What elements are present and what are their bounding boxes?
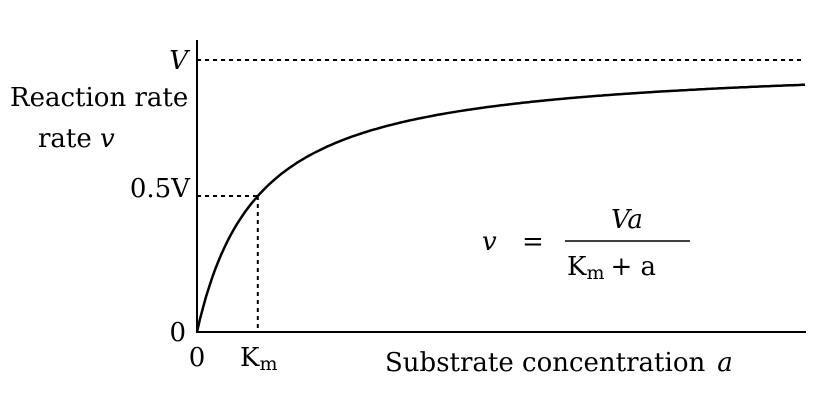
x-tick-km: Km: [240, 343, 277, 375]
equation-lhs: v: [482, 227, 497, 257]
equation: v = Va Km + a: [482, 205, 690, 284]
equation-numerator: Va: [611, 205, 643, 235]
y-tick-half-v: 0.5V: [130, 174, 191, 204]
y-axis-label: Reaction rate: [10, 83, 188, 113]
rate-curve: [195, 83, 806, 333]
x-tick-zero: 0: [189, 343, 206, 373]
y-tick-zero: 0: [169, 318, 186, 348]
x-axis-label: Substrate concentration a: [385, 348, 733, 378]
equation-denominator: Km + a: [567, 252, 656, 284]
equation-equals: =: [522, 227, 544, 257]
y-axis-label-line2: rate v: [38, 124, 115, 154]
y-tick-v: V: [169, 46, 190, 76]
